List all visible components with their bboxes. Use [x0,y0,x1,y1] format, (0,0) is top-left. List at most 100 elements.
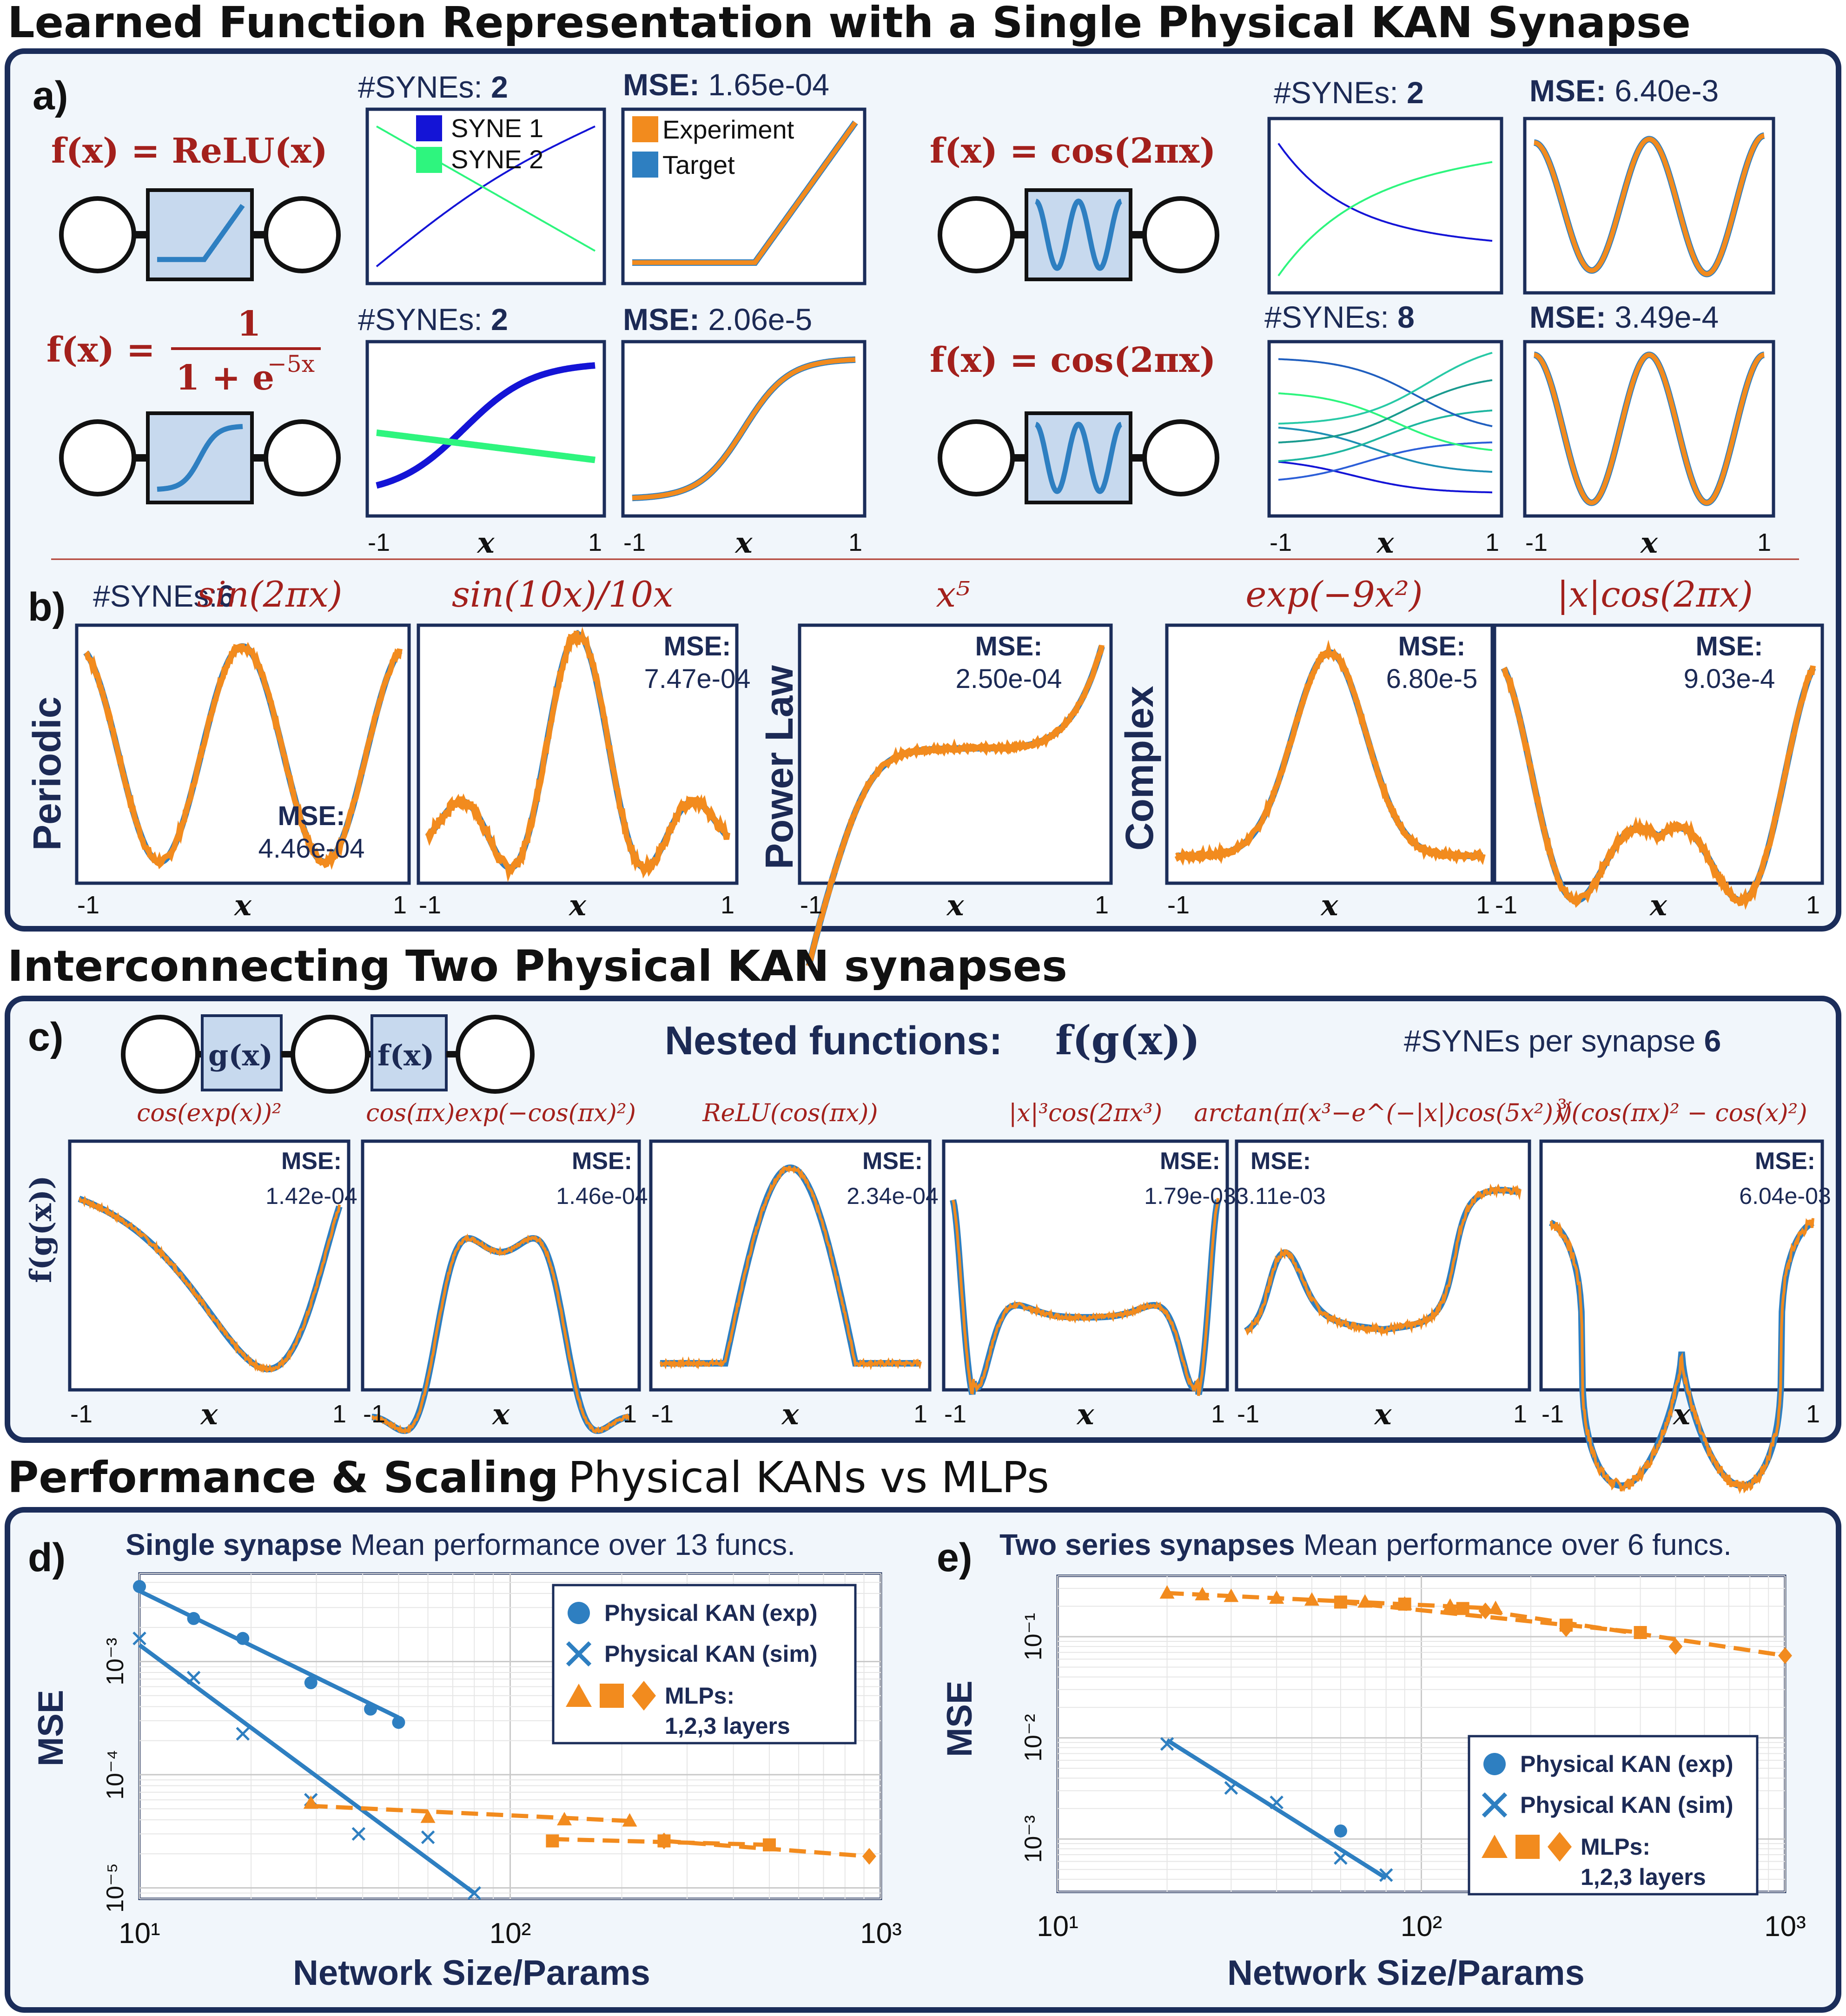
c-plot-4-tick-neg1: -1 [944,1400,966,1428]
legend-fit-relu: Experiment Target [632,115,794,179]
b-plot-2-frame [417,623,739,885]
chart-d-series-1-point [236,1632,250,1645]
chart-d-ytick-2: 10⁻⁴ [102,1750,129,1800]
b-plot-4-tick-neg1: -1 [1167,891,1190,919]
chart-e-series-2-point [1160,1737,1174,1751]
legend-label-target: Target [662,150,735,179]
c-plot-2-tick-pos1: 1 [623,1400,637,1428]
plot-synes-sigmoid: -1 1 x [365,340,606,560]
c-plot-4: |x|³cos(2πx³) MSE: 1.79e-03 -1 1 x [942,1099,1236,1431]
chart-d-legend-marker-exp [568,1602,590,1624]
chart-d-series-2-fit-line [138,1643,476,1895]
chain-node-1 [121,1015,200,1094]
chart-d-series-5-point [657,1832,671,1850]
chart-e-series-5-point [1668,1638,1683,1655]
formula-cos-1: f(x) = cos(2πx) [930,131,1216,171]
chart-d-legend-marker-sim [566,1641,592,1667]
section-title-3: Performance & Scaling Physical KANs vs ML… [7,1453,1049,1502]
b-plot-1-mse-value: 4.46e-04 [258,833,365,864]
c-plot-2-experiment-curve [371,1233,631,1434]
c-plot-6-frame [1539,1139,1824,1392]
net-sigmoid-synapse-curve [157,424,243,492]
c-plot-6-experiment-curve [1549,1218,1814,1494]
panel-label-c: c) [28,1015,63,1059]
chart-d-legend-frame [552,1584,857,1745]
b-plot-5-tick-pos1: 1 [1806,891,1820,919]
c-plot-1-tick-pos1: 1 [332,1400,346,1428]
c-plot-6-x-label: x [1672,1397,1691,1431]
legend-synes-relu: SYNE 1 SYNE 2 [416,113,543,174]
chain-node-2 [291,1015,370,1094]
chart-e-series-5-point [1478,1602,1493,1619]
c-plot-1-tick-neg1: -1 [70,1400,93,1428]
c-plot-1-mse-value: 1.42e-04 [265,1183,357,1209]
c-plot-5-mse-value: 3.11e-03 [1236,1183,1326,1209]
net-relu-node-out [264,196,341,273]
chart-e-xtick-3: 10³ [1764,1910,1806,1943]
chart-d-series-5 [657,1832,876,1865]
c-plot-5-title: arctan(π(x³−e^(−|x|)cos(5x²))) [1194,1099,1572,1127]
legend-swatch-syne1 [416,115,442,141]
chart-d-series-3-point [557,1811,572,1825]
c-plot-3-tick-neg1: -1 [651,1400,674,1428]
c-plot-6-title: ∛(cos(πx)² − cos(x)²) [1556,1098,1807,1127]
net-cos-2-node-out [1142,419,1219,496]
synes-per-synapse: #SYNEs per synapse 6 [1404,1024,1721,1058]
legend-swatch-target [632,152,658,178]
chart-e-series-5-point [1559,1620,1573,1637]
c-plot-6-tick-pos1: 1 [1806,1400,1820,1428]
chart-d-series-3-point [622,1813,637,1827]
chain-diagram: g(x) f(x) [121,1014,535,1094]
b-plot-5: |x|cos(2πx) MSE:9.03e-4 -1 1 x [1493,574,1824,922]
b-plot-5-mse-label: MSE: [1696,631,1763,661]
syne-plot-cos-2-tick-pos1: 1 [1485,529,1499,556]
c-plot-1-title: cos(exp(x))² [137,1099,282,1127]
b-plot-1-x-label: x [233,888,252,922]
syne-plot-cos-2-syne-curve-5 [1278,392,1493,451]
legend-swatch-syne2 [416,147,442,173]
b-plot-5-tick-neg1: -1 [1495,891,1517,919]
chart-e-series-2-point [1224,1781,1238,1795]
formula-cos-2: f(x) = cos(2πx) [930,340,1216,380]
chart-e-legend-marker-triangle [1482,1835,1508,1858]
plot-synes-cos-1 [1267,117,1503,295]
chart-d-series-1-point [392,1716,405,1729]
chart-e-legend-marker-diamond [1548,1832,1572,1862]
panel-label-e: e) [937,1535,972,1580]
b-plot-3-mse-value: 2.50e-04 [956,664,1062,694]
chart-e-series-4-point [1334,1595,1347,1609]
category-periodic: Periodic [25,697,69,851]
b-plot-5-mse-value: 9.03e-4 [1684,664,1775,694]
net-cos-2-synapse-curve [1035,422,1122,494]
panel-label-d: d) [28,1535,66,1580]
chart-d-series-1-point [187,1612,200,1625]
syne-plot-cos-2-syne-curve-3 [1278,426,1493,473]
syne-plot-cos-2-syne-curve-8 [1278,351,1493,425]
net-sigmoid-node-out [264,419,341,496]
plot-fit-sigmoid: -1 1 x [621,340,867,560]
c-plot-2: cos(πx)exp(−cos(πx)²) MSE: 1.46e-04 -1 1 x [361,1099,648,1434]
c-plot-5-x-label: x [1374,1397,1392,1431]
b-plot-1-tick-pos1: 1 [393,891,407,919]
chart-e-legend-label-3: MLPs: [1581,1834,1650,1860]
chart-e-series-4-point [1456,1602,1469,1615]
chart-e-series-4-point [1398,1597,1411,1611]
plot-fit-relu [621,107,867,285]
c-plot-6-mse-label: MSE: [1755,1148,1815,1175]
c-plot-5-mse-label: MSE: [1251,1148,1311,1175]
chain-box-f [371,1014,448,1091]
fit-relu-experiment-curve [632,121,858,265]
net-cos-1-synapse-box [1025,188,1132,281]
c-plot-3-mse-value: 2.34e-04 [847,1183,938,1209]
fit-cos-2-x-label: x [1640,526,1658,560]
b-plot-5-title: |x|cos(2πx) [1557,574,1753,615]
chart-e-series-3-point [1269,1590,1284,1604]
chart-d-series-1 [133,1580,405,1729]
chart-d-legend-label-3: MLPs: [665,1683,734,1709]
b-plot-1-tick-neg1: -1 [77,891,99,919]
net-cos-1-node-out [1142,196,1219,273]
syne-plot-cos-2-frame [1267,340,1503,518]
syne-plot-sigmoid-syne-curve-2 [376,429,595,463]
c-plot-3-x-label: x [781,1397,800,1431]
